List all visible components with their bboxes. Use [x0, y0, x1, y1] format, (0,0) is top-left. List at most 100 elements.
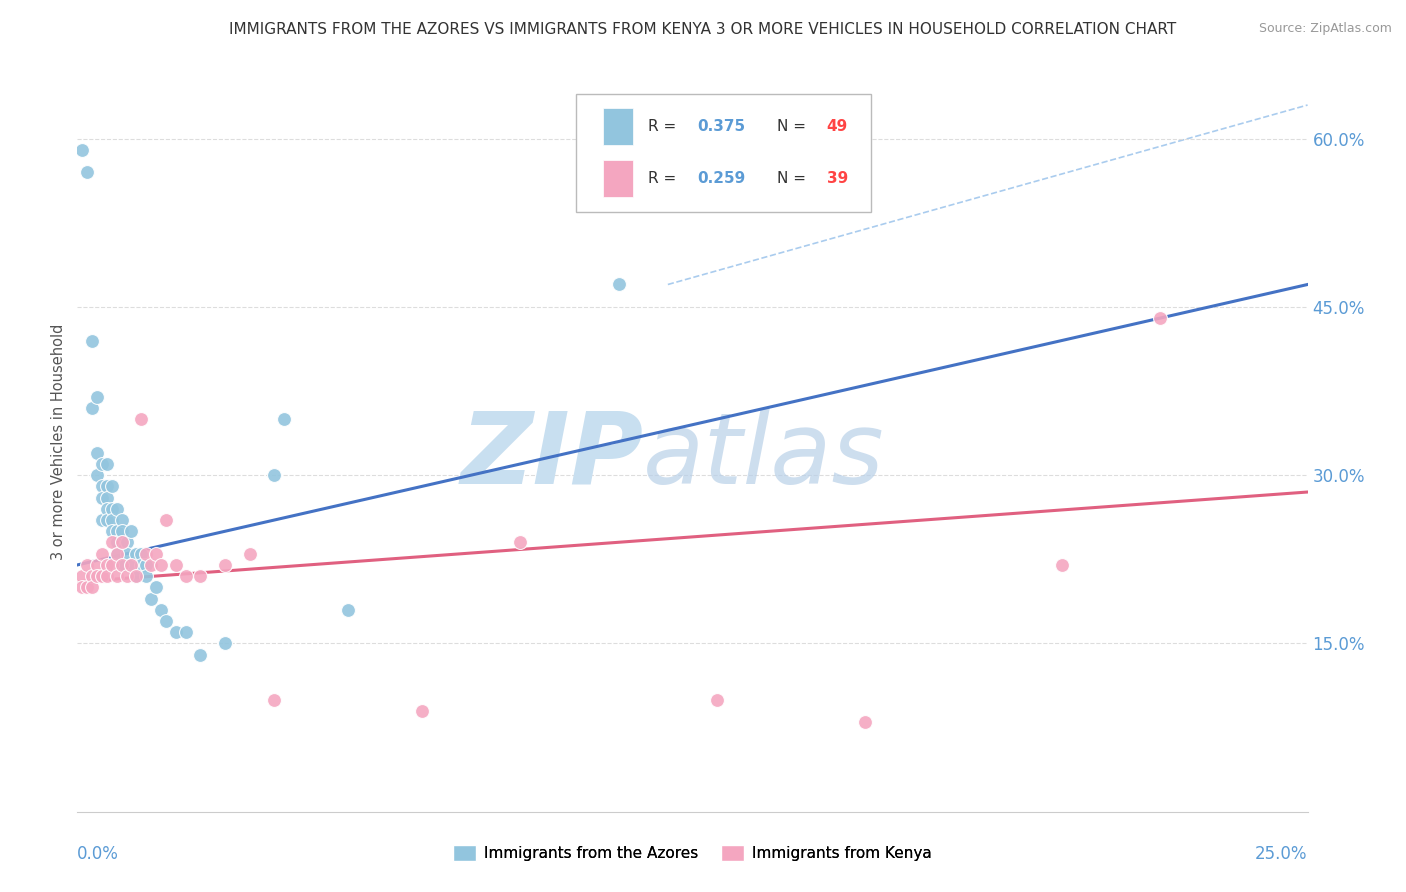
Text: R =: R =	[648, 120, 682, 135]
Text: N =: N =	[778, 120, 811, 135]
Point	[105, 501, 128, 516]
Point	[90, 569, 114, 583]
Point	[121, 558, 143, 572]
Legend: Immigrants from the Azores, Immigrants from Kenya: Immigrants from the Azores, Immigrants f…	[447, 838, 938, 867]
Point	[86, 446, 108, 460]
Y-axis label: 3 or more Vehicles in Household: 3 or more Vehicles in Household	[51, 324, 66, 559]
Point	[111, 558, 132, 572]
Point	[70, 143, 93, 157]
Point	[76, 165, 98, 179]
Point	[150, 603, 173, 617]
Point	[96, 513, 118, 527]
Point	[125, 569, 148, 583]
Point	[706, 692, 728, 706]
Point	[101, 524, 124, 539]
Point	[150, 558, 173, 572]
Point	[607, 277, 630, 292]
Point	[129, 412, 153, 426]
Point	[273, 412, 295, 426]
Bar	[603, 109, 634, 145]
Text: atlas: atlas	[644, 408, 884, 505]
Point	[1149, 311, 1171, 326]
Point	[101, 558, 124, 572]
Text: 0.0%: 0.0%	[77, 845, 120, 863]
Point	[121, 524, 143, 539]
Point	[105, 535, 128, 549]
Point	[105, 547, 128, 561]
Point	[111, 535, 132, 549]
Text: ZIP: ZIP	[460, 408, 644, 505]
Point	[96, 491, 118, 505]
Point	[263, 468, 285, 483]
Point	[141, 558, 163, 572]
Point	[111, 558, 132, 572]
Point	[111, 524, 132, 539]
Point	[145, 547, 167, 561]
Point	[115, 535, 138, 549]
Point	[105, 524, 128, 539]
Bar	[603, 161, 634, 197]
Point	[263, 692, 285, 706]
Point	[214, 636, 236, 650]
Point	[411, 704, 433, 718]
Text: IMMIGRANTS FROM THE AZORES VS IMMIGRANTS FROM KENYA 3 OR MORE VEHICLES IN HOUSEH: IMMIGRANTS FROM THE AZORES VS IMMIGRANTS…	[229, 22, 1177, 37]
Point	[509, 535, 531, 549]
Point	[90, 491, 114, 505]
Point	[135, 569, 157, 583]
Point	[76, 558, 98, 572]
Point	[101, 501, 124, 516]
Point	[101, 479, 124, 493]
Point	[174, 625, 197, 640]
Point	[86, 468, 108, 483]
Point	[115, 569, 138, 583]
Text: 0.375: 0.375	[697, 120, 745, 135]
Point	[135, 558, 157, 572]
Point	[101, 513, 124, 527]
Point	[82, 401, 104, 415]
Point	[86, 558, 108, 572]
Point	[82, 569, 104, 583]
Point	[155, 614, 177, 628]
Point	[96, 479, 118, 493]
Text: Source: ZipAtlas.com: Source: ZipAtlas.com	[1258, 22, 1392, 36]
Point	[90, 547, 114, 561]
Text: 49: 49	[827, 120, 848, 135]
Point	[155, 513, 177, 527]
Point	[105, 547, 128, 561]
Point	[115, 547, 138, 561]
Point	[214, 558, 236, 572]
FancyBboxPatch shape	[575, 94, 870, 212]
Point	[82, 334, 104, 348]
Point	[129, 558, 153, 572]
Point	[90, 513, 114, 527]
Point	[111, 513, 132, 527]
Point	[337, 603, 360, 617]
Point	[82, 580, 104, 594]
Point	[165, 558, 187, 572]
Point	[135, 547, 157, 561]
Point	[165, 625, 187, 640]
Point	[86, 569, 108, 583]
Point	[90, 479, 114, 493]
Point	[105, 569, 128, 583]
Point	[90, 457, 114, 471]
Text: 0.259: 0.259	[697, 171, 745, 186]
Point	[125, 569, 148, 583]
Point	[188, 569, 212, 583]
Point	[129, 547, 153, 561]
Point	[239, 547, 262, 561]
Point	[86, 390, 108, 404]
Point	[70, 569, 93, 583]
Point	[70, 580, 93, 594]
Point	[96, 457, 118, 471]
Point	[141, 591, 163, 606]
Text: 39: 39	[827, 171, 848, 186]
Point	[76, 580, 98, 594]
Point	[101, 535, 124, 549]
Point	[188, 648, 212, 662]
Point	[1050, 558, 1073, 572]
Point	[96, 569, 118, 583]
Point	[96, 558, 118, 572]
Point	[125, 547, 148, 561]
Point	[853, 714, 876, 729]
